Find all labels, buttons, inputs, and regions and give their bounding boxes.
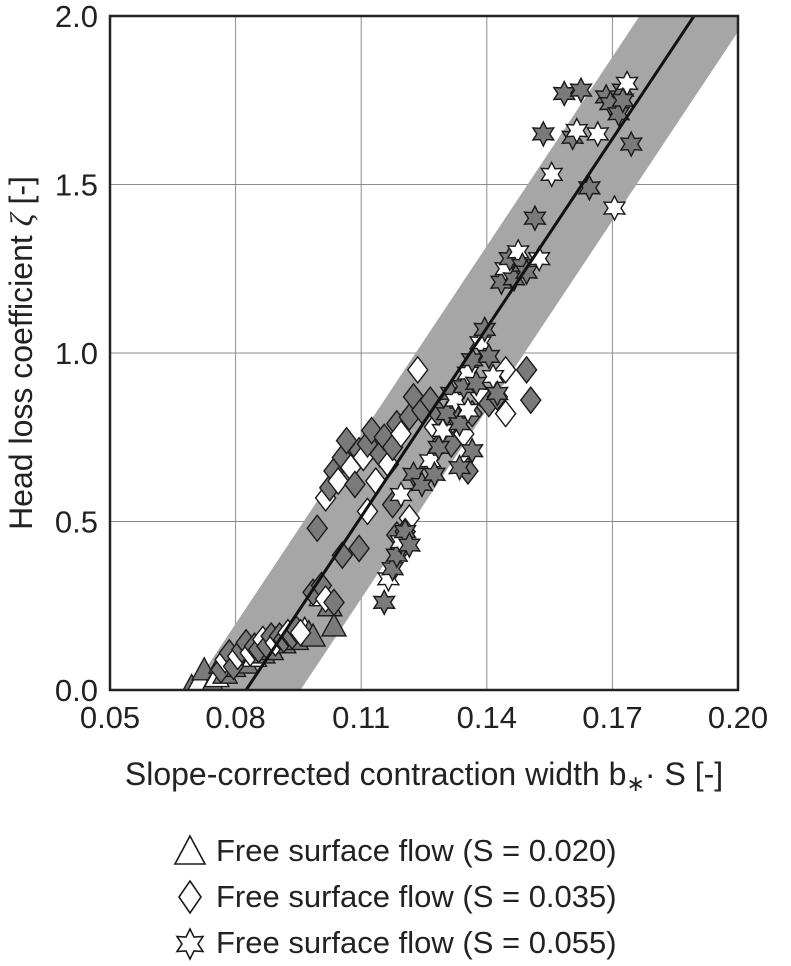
diamond-point	[306, 514, 329, 543]
x-axis-title-subscript: ∗	[626, 771, 644, 796]
diamond-point	[331, 541, 354, 570]
star-point	[477, 342, 501, 370]
x-tick-label: 0.05	[80, 700, 140, 735]
x-tick-label: 0.17	[582, 700, 642, 735]
fit-line-layer	[244, 16, 696, 690]
tick-labels: 0.05 0.08 0.11 0.14 0.17 0.20 0.0 0.5 1.0 1.5 2.0	[55, 0, 768, 735]
diamond-point	[323, 588, 345, 617]
diamond-point	[327, 466, 350, 496]
fit-line	[244, 16, 696, 690]
star-point	[447, 454, 472, 482]
x-tick-label: 0.08	[205, 700, 265, 735]
x-tick-label: 0.14	[457, 700, 517, 735]
star-point	[565, 117, 589, 145]
y-tick-label: 1.5	[55, 168, 98, 203]
legend-item-s020: Free surface flow (S = 0.020)	[170, 828, 730, 874]
star-point	[468, 329, 493, 357]
diamond-point	[344, 470, 366, 499]
diamond-point	[494, 399, 517, 428]
star-point	[456, 396, 480, 424]
star-marker-icon	[175, 927, 205, 961]
star-point	[606, 100, 631, 128]
marker-layer	[182, 69, 643, 690]
x-axis-title-tail: · S [-]	[645, 756, 723, 792]
triangle-point	[320, 612, 348, 637]
diamond-point	[494, 355, 517, 384]
star-point	[527, 245, 551, 273]
y-axis-title-symbol: ζ	[3, 211, 39, 226]
star-point	[523, 204, 547, 232]
legend-item-s055: Free surface flow (S = 0.055)	[170, 920, 730, 966]
star-point	[460, 437, 484, 465]
star-point	[602, 194, 627, 222]
x-tick-label: 0.20	[708, 700, 768, 735]
y-axis-title: Head loss coefficient ζ [-]	[3, 176, 39, 530]
star-point	[426, 433, 451, 461]
legend-label-s055: Free surface flow (S = 0.055)	[216, 925, 617, 960]
star-point	[586, 120, 610, 148]
y-tick-label: 1.0	[55, 336, 98, 371]
star-point	[611, 86, 635, 114]
star-point	[577, 174, 602, 202]
star-point	[380, 555, 405, 583]
y-tick-label: 0.0	[55, 673, 98, 708]
star-point	[389, 480, 413, 509]
x-axis-title-main: Slope-corrected contraction width b	[125, 756, 627, 792]
y-tick-label: 2.0	[55, 0, 98, 34]
diamond-point	[519, 386, 542, 415]
diamond-marker-icon	[178, 879, 202, 915]
star-point	[422, 460, 447, 488]
head-loss-chart: 0.05 0.08 0.11 0.14 0.17 0.200.00.51.01.52.0 …	[3, 0, 768, 796]
star-point	[372, 588, 396, 616]
plot-frame	[108, 14, 740, 692]
x-axis-title: Slope-corrected contraction width b∗· S …	[125, 756, 723, 796]
star-point	[539, 160, 564, 188]
x-tick-label: 0.11	[332, 700, 390, 735]
star-point	[531, 120, 556, 148]
diamond-point	[348, 534, 370, 563]
star-point	[569, 76, 593, 104]
diamond-point	[515, 355, 538, 384]
triangle-marker-icon	[173, 834, 207, 865]
diamond-point	[356, 497, 379, 526]
legend: Free surface flow (S = 0.020) Free surfa…	[170, 828, 730, 966]
legend-label-s020: Free surface flow (S = 0.020)	[216, 833, 617, 868]
legend-item-s035: Free surface flow (S = 0.035)	[170, 874, 730, 920]
star-point	[397, 531, 422, 559]
y-axis-title-main: Head loss coefficient	[3, 226, 39, 530]
y-tick-label: 0.5	[55, 505, 98, 540]
uncertainty-band	[191, 16, 738, 690]
diamond-point	[390, 419, 412, 449]
legend-label-s035: Free surface flow (S = 0.035)	[216, 879, 617, 914]
star-point	[485, 379, 509, 407]
y-axis-title-tail: [-]	[3, 176, 39, 213]
diamond-point	[289, 618, 312, 647]
star-point	[619, 130, 643, 158]
uncertainty-band-layer	[191, 16, 738, 690]
diamond-point	[406, 355, 429, 384]
